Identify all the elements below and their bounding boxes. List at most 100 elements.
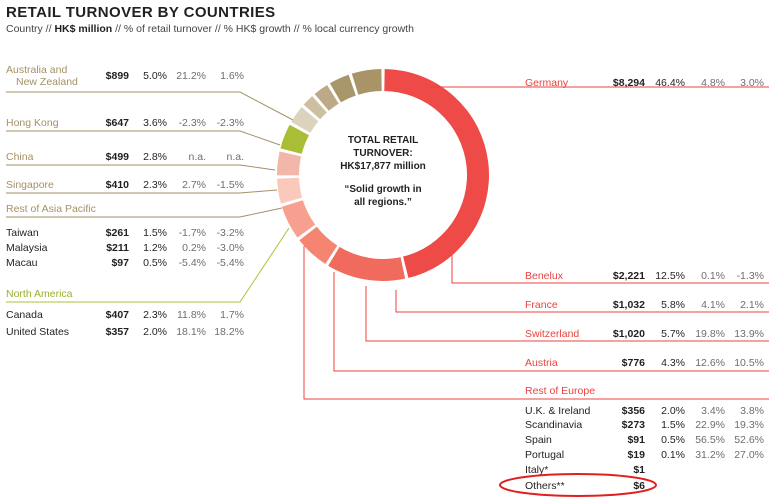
highlight-ring — [499, 473, 657, 497]
donut-slice-benelux — [328, 246, 406, 282]
donut-slice-rest-of-asia-pacific — [291, 107, 319, 133]
leader-benelux — [451, 255, 769, 284]
donut-slice-singapore — [303, 96, 327, 120]
row-united-states: United States $357 2.0% 18.1% 18.2% — [6, 326, 244, 340]
value-scandinavia: $273 — [621, 419, 645, 431]
label-others: Others** — [525, 480, 565, 492]
row-singapore: Singapore $410 2.3% 2.7% -1.5% — [6, 179, 244, 193]
row-uk-ireland: U.K. & Ireland $356 2.0% 3.4% 3.8% — [525, 405, 767, 419]
leader-rest-of-asia — [6, 207, 283, 218]
growth-local-taiwan: -3.2% — [216, 227, 244, 239]
growth-local-china: n.a. — [226, 151, 244, 163]
pct-canada: 2.3% — [143, 309, 167, 321]
center-quote-2: all regions.” — [354, 197, 412, 208]
subtitle-post: // % of retail turnover // % HK$ growth … — [112, 23, 414, 35]
row-canada: Canada $407 2.3% 11.8% 1.7% — [6, 309, 244, 323]
center-quote: “Solid growth in all regions.” — [318, 183, 448, 209]
label-macau: Macau — [6, 257, 38, 269]
leader-singapore — [6, 189, 278, 194]
row-taiwan: Taiwan $261 1.5% -1.7% -3.2% — [6, 227, 244, 241]
donut-slice-hong-kong — [329, 74, 356, 103]
growth-hkd-hong-kong: -2.3% — [178, 117, 206, 129]
donut-slice-rest-of-europe — [277, 151, 302, 176]
value-uk-ireland: $356 — [621, 405, 645, 417]
label-united-states: United States — [6, 326, 70, 338]
pct-hong-kong: 3.6% — [143, 117, 167, 129]
growth-hkd-germany: 4.8% — [701, 77, 725, 89]
pct-macau: 0.5% — [143, 257, 167, 269]
growth-hkd-benelux: 0.1% — [701, 270, 725, 282]
label-malaysia: Malaysia — [6, 242, 48, 254]
leader-australia — [6, 91, 294, 121]
growth-local-portugal: 27.0% — [734, 449, 764, 461]
growth-hkd-singapore: 2.7% — [182, 179, 206, 191]
value-australia: $899 — [105, 70, 129, 82]
label-benelux: Benelux — [525, 270, 563, 282]
growth-local-united-states: 18.2% — [214, 326, 244, 338]
value-switzerland: $1,020 — [612, 328, 645, 340]
row-portugal: Portugal $19 0.1% 31.2% 27.0% — [525, 449, 767, 463]
donut-slice-austria — [277, 177, 303, 204]
donut-slice-germany — [384, 69, 489, 278]
label-hong-kong: Hong Kong — [6, 117, 59, 129]
subtitle-unit: HK$ million — [54, 23, 113, 35]
growth-local-scandinavia: 19.3% — [734, 419, 764, 431]
pct-france: 5.8% — [661, 299, 685, 311]
row-australia-nz: Australia and New Zealand $899 5.0% 21.2… — [6, 64, 244, 92]
value-france: $1,032 — [612, 299, 645, 311]
label-canada: Canada — [6, 309, 43, 321]
growth-local-singapore: -1.5% — [216, 179, 244, 191]
growth-hkd-portugal: 31.2% — [695, 449, 725, 461]
donut-slice-switzerland — [281, 200, 316, 238]
label-australia-1: Australia and — [6, 64, 68, 76]
growth-local-canada: 1.7% — [220, 309, 244, 321]
row-rest-europe-header: Rest of Europe — [525, 385, 767, 399]
label-rest-of-asia-pacific: Rest of Asia Pacific — [6, 203, 96, 215]
center-line-3: HK$17,877 million — [340, 161, 426, 172]
label-spain: Spain — [525, 434, 552, 446]
growth-hkd-malaysia: 0.2% — [182, 242, 206, 254]
growth-local-macau: -5.4% — [216, 257, 244, 269]
growth-hkd-france: 4.1% — [701, 299, 725, 311]
subtitle-pre: Country // — [6, 23, 55, 35]
donut-slice-australia-and-new-zealand — [351, 69, 382, 95]
pct-portugal: 0.1% — [661, 449, 685, 461]
leader-austria — [333, 272, 769, 372]
row-macau: Macau $97 0.5% -5.4% -5.4% — [6, 257, 244, 271]
row-spain: Spain $91 0.5% 56.5% 52.6% — [525, 434, 767, 448]
leader-switzerland — [365, 286, 769, 342]
pct-switzerland: 5.7% — [661, 328, 685, 340]
growth-hkd-australia: 21.2% — [176, 70, 206, 82]
value-portugal: $19 — [627, 449, 645, 461]
growth-local-austria: 10.5% — [734, 357, 764, 369]
growth-hkd-switzerland: 19.8% — [695, 328, 725, 340]
label-germany: Germany — [525, 77, 569, 89]
growth-hkd-united-states: 18.1% — [176, 326, 206, 338]
label-scandinavia: Scandinavia — [525, 419, 583, 431]
leader-china — [6, 164, 276, 171]
value-spain: $91 — [627, 434, 645, 446]
growth-hkd-canada: 11.8% — [177, 309, 206, 321]
row-scandinavia: Scandinavia $273 1.5% 22.9% 19.3% — [525, 419, 767, 433]
value-united-states: $357 — [105, 326, 129, 338]
row-hong-kong: Hong Kong $647 3.6% -2.3% -2.3% — [6, 117, 244, 131]
label-switzerland: Switzerland — [525, 328, 580, 340]
growth-local-switzerland: 13.9% — [734, 328, 764, 340]
label-australia-2: New Zealand — [16, 76, 78, 88]
chart-title: RETAIL TURNOVER BY COUNTRIES — [6, 4, 276, 21]
growth-local-hong-kong: -2.3% — [216, 117, 244, 129]
donut-slice-china — [314, 84, 339, 111]
pct-australia: 5.0% — [143, 70, 167, 82]
value-macau: $97 — [111, 257, 129, 269]
growth-local-germany: 3.0% — [740, 77, 764, 89]
value-others: $6 — [633, 480, 645, 492]
growth-hkd-taiwan: -1.7% — [178, 227, 206, 239]
label-france: France — [525, 299, 558, 311]
value-italy: $1 — [633, 464, 645, 476]
value-germany: $8,294 — [612, 77, 645, 89]
row-north-america-header: North America — [6, 288, 244, 302]
center-line-2: TURNOVER: — [353, 148, 413, 159]
label-china: China — [6, 151, 34, 163]
label-italy: Italy* — [525, 464, 549, 476]
value-benelux: $2,221 — [612, 270, 645, 282]
